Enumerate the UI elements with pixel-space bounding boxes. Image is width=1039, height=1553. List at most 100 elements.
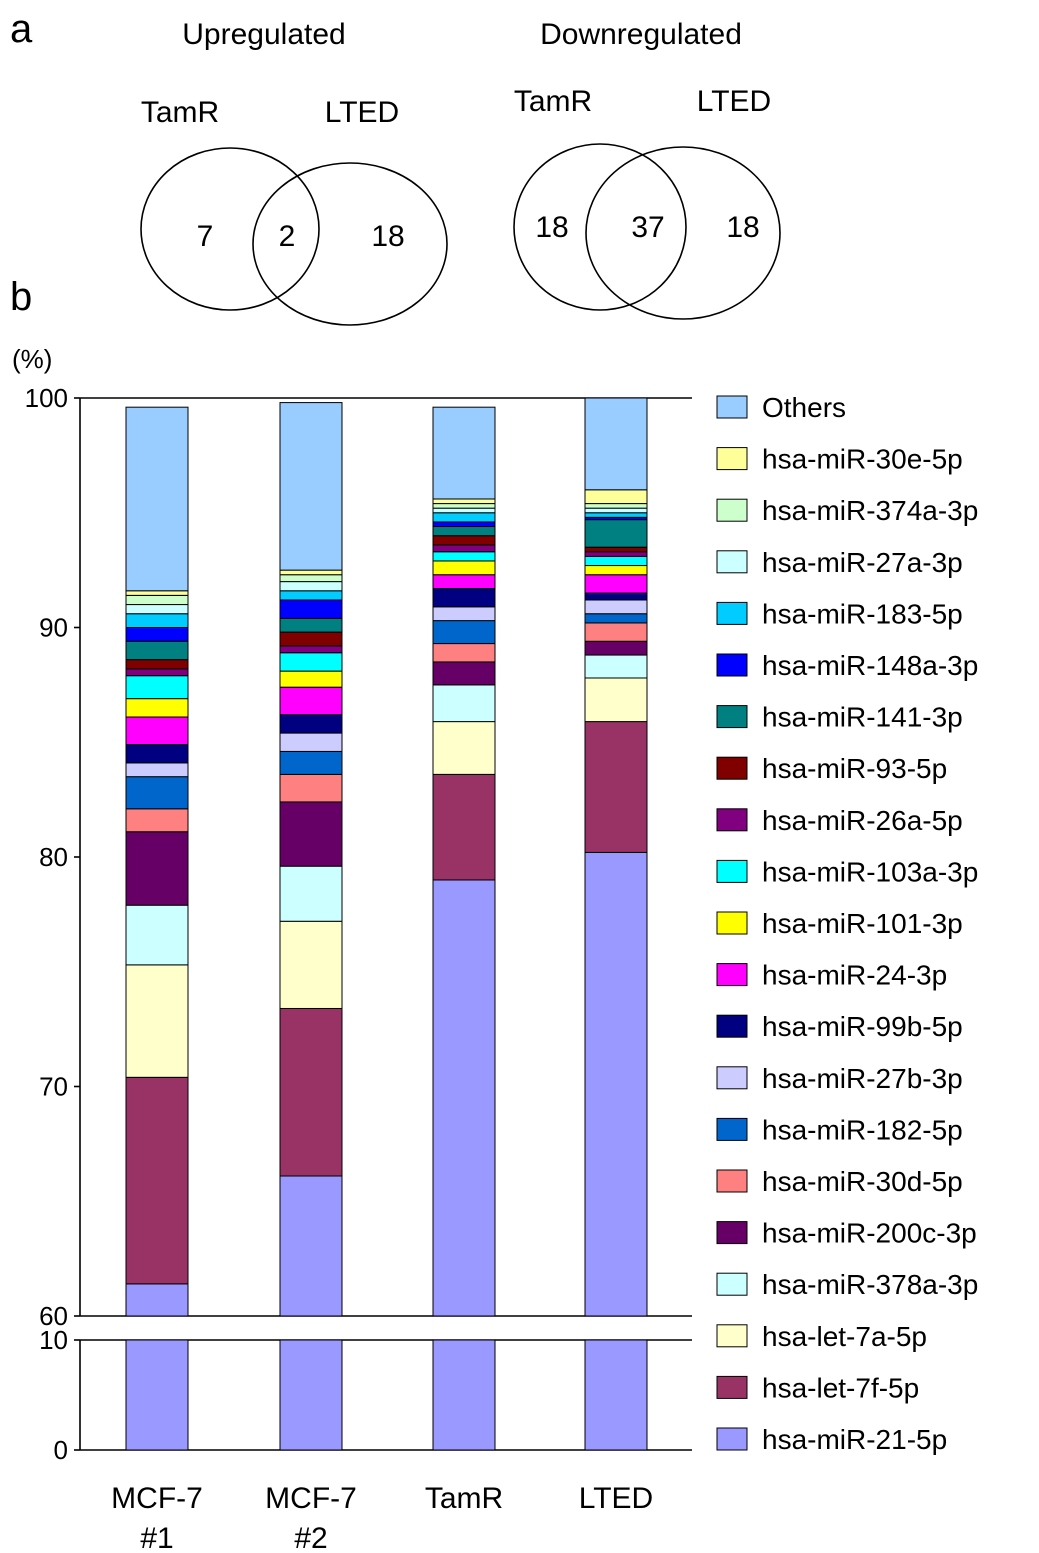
legend-swatch: [716, 601, 748, 625]
legend-swatch: [716, 859, 748, 883]
venn-down-right-count: 18: [726, 211, 759, 244]
bar-segment: [584, 503, 648, 509]
bar-segment: [125, 698, 189, 718]
y-tick-label: 80: [39, 842, 68, 872]
bar-segment: [584, 599, 648, 615]
bar-segment: [584, 721, 648, 853]
venn-down-right-circle: [585, 146, 781, 320]
bar-segment: [432, 521, 496, 528]
bar-segment: [279, 402, 343, 571]
bar-segment: [432, 721, 496, 775]
bar-segment: [125, 590, 189, 596]
legend-swatch: [716, 1169, 748, 1193]
bar-segment: [584, 555, 648, 567]
bar-segment: [584, 574, 648, 594]
bar-segment: [584, 489, 648, 505]
venn-upregulated: Upregulated TamR LTED 7 2 18: [140, 18, 448, 326]
legend: Others hsa-miR-30e-5p hsa-miR-374a-3p hsa-m…: [716, 392, 978, 1455]
bar-segment: [432, 661, 496, 686]
bar-segment: [279, 865, 343, 922]
bar-segment: [125, 762, 189, 778]
bar-segment: [432, 643, 496, 663]
bar-segment: [584, 512, 648, 518]
bar-segment: [125, 808, 189, 833]
bar-segment: [279, 920, 343, 1009]
y-tick-label: 90: [39, 613, 68, 643]
venn-up-overlap-count: 2: [279, 220, 296, 253]
bar-segment: [125, 904, 189, 966]
venn-up-left-circle: [140, 147, 320, 311]
legend-swatch: [716, 1014, 748, 1038]
bar-segment: [432, 684, 496, 723]
legend-swatch: [716, 756, 748, 780]
legend-label: hsa-miR-148a-3p: [762, 650, 978, 681]
venn-up-right-circle: [252, 162, 448, 326]
bar-segment: [125, 776, 189, 810]
bar-segment: [432, 498, 496, 505]
bar-segment: [584, 592, 648, 601]
bar-segment: [279, 645, 343, 654]
bar-segment: [584, 851, 648, 1317]
legend-swatch: [716, 705, 748, 729]
legend-swatch: [716, 1375, 748, 1399]
bar-segment: [125, 1283, 189, 1317]
bar-segment: [279, 750, 343, 775]
legend-swatch: [716, 1324, 748, 1348]
bar-segment: [584, 519, 648, 548]
bar-segment: [584, 640, 648, 656]
legend-swatch: [716, 1221, 748, 1245]
x-category-label: MCF-7 #1: [111, 1482, 203, 1553]
legend-label: hsa-miR-93-5p: [762, 753, 947, 784]
bar-segment: [279, 714, 343, 734]
legend-label: Others: [762, 392, 846, 423]
legend-label: hsa-miR-27a-3p: [762, 547, 963, 578]
bar-segment: [125, 675, 189, 700]
legend-swatch: [716, 808, 748, 832]
bar-segment: [279, 773, 343, 803]
x-category-label: MCF-7 #2: [265, 1482, 357, 1553]
bar-segment: [279, 1007, 343, 1177]
bar-segment: [432, 507, 496, 514]
bar-segment: [279, 617, 343, 633]
legend-swatch: [716, 1066, 748, 1090]
bar-segment: [584, 551, 648, 557]
bar-segment: [279, 1175, 343, 1317]
venn-down-overlap-count: 37: [631, 211, 664, 244]
y-tick-label: 70: [39, 1072, 68, 1102]
bar-segment: [125, 964, 189, 1078]
legend-swatch: [716, 395, 748, 419]
bar-segment: [279, 686, 343, 716]
x-category-label: TamR: [425, 1482, 503, 1515]
bar-segment: [125, 640, 189, 661]
bar-segment: [432, 406, 496, 500]
bar-segment: [584, 507, 648, 514]
legend-label: hsa-miR-103a-3p: [762, 856, 978, 887]
bar-segment: [279, 581, 343, 592]
bar-segment: [125, 604, 189, 615]
bar-segment: [584, 677, 648, 723]
y-tick-label: 60: [39, 1301, 68, 1331]
legend-swatch: [716, 498, 748, 522]
bar-segment: [125, 744, 189, 764]
bar-segment: [432, 587, 496, 608]
bar-segment: [432, 551, 496, 562]
legend-label: hsa-miR-200c-3p: [762, 1218, 977, 1249]
panel-b-letter: b: [10, 275, 32, 319]
bar-segment: [584, 613, 648, 624]
venn-up-title: Upregulated: [182, 18, 345, 51]
venn-down-left-label: TamR: [514, 85, 592, 118]
venn-down-title: Downregulated: [540, 18, 742, 51]
legend-swatch: [716, 1427, 748, 1451]
legend-swatch: [716, 447, 748, 471]
legend-label: hsa-miR-99b-5p: [762, 1011, 963, 1042]
bar-segment: [125, 594, 189, 606]
venn-up-right-count: 18: [371, 220, 404, 253]
legend-label: hsa-miR-182-5p: [762, 1114, 963, 1145]
bar-segment: [432, 879, 496, 1317]
y-tick-label: 10: [39, 1325, 68, 1355]
venn-up-right-label: LTED: [325, 96, 399, 129]
bar-segment: [125, 1339, 189, 1451]
legend-label: hsa-miR-30e-5p: [762, 444, 963, 475]
bar-segment: [584, 1339, 648, 1451]
